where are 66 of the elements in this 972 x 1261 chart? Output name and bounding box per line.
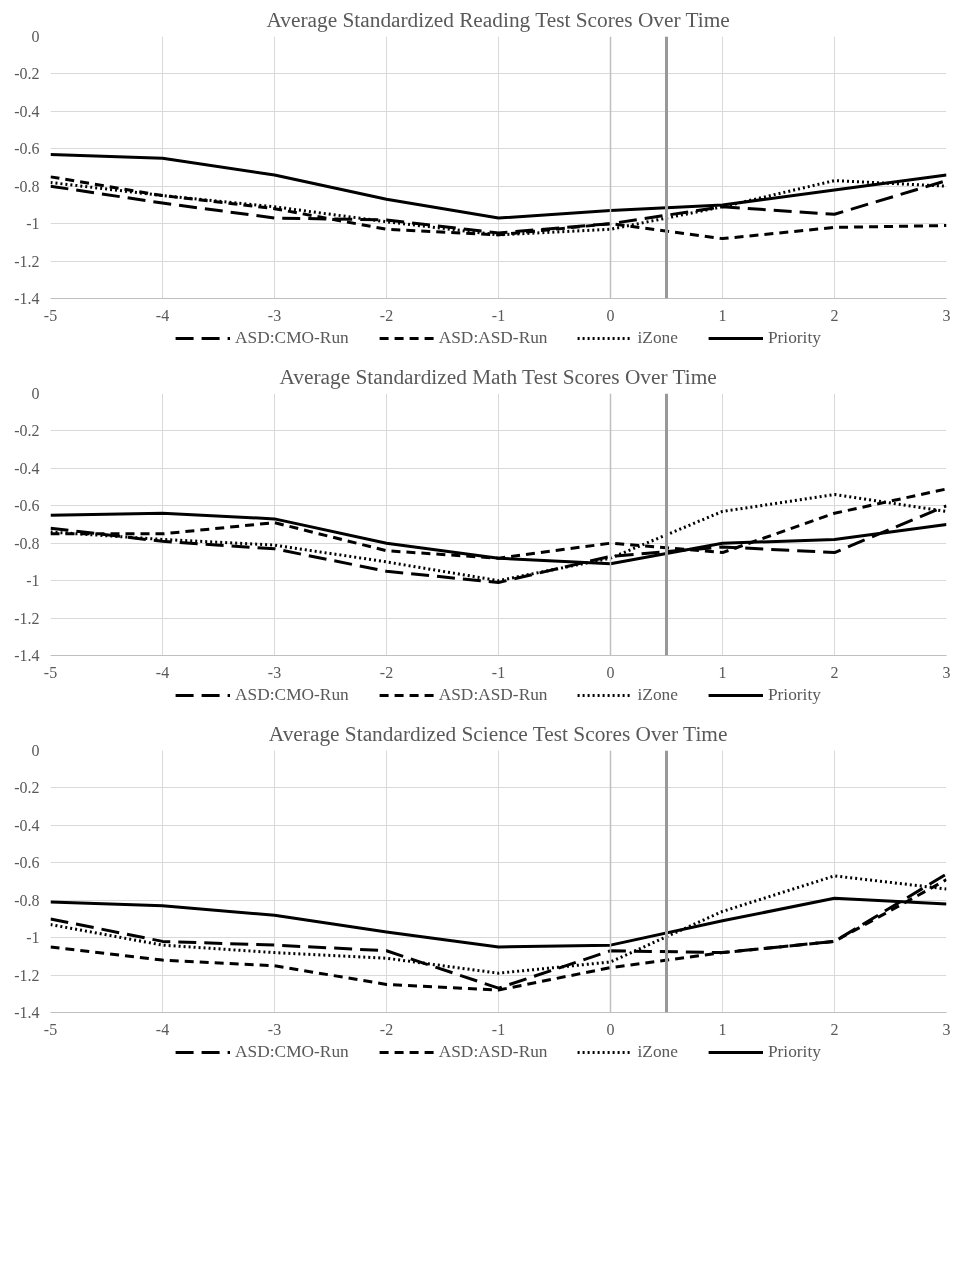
y-tick-label: 0 (31, 385, 40, 402)
legend-label: iZone (637, 1042, 678, 1062)
x-tick-label: 0 (606, 663, 615, 681)
y-tick-label: -0.2 (14, 779, 40, 797)
x-tick-label: 0 (606, 306, 615, 324)
legend-label: Priority (767, 1042, 821, 1062)
y-tick-label: -0.4 (14, 816, 40, 834)
y-tick-label: -1 (26, 572, 40, 590)
y-tick-label: -1 (26, 929, 40, 947)
chart-title: Average Standardized Science Test Scores Over Time (268, 721, 728, 746)
x-tick-label: 3 (942, 306, 951, 324)
legend-label: ASD:CMO-Run (235, 1042, 349, 1062)
legend-label: Priority (767, 328, 821, 348)
x-tick-label: 1 (718, 1020, 727, 1038)
x-tick-label: -4 (155, 306, 170, 324)
chart-title: Average Standardized Reading Test Scores Over Time (266, 7, 730, 32)
y-tick-label: 0 (31, 742, 40, 759)
x-tick-label: -3 (267, 306, 282, 324)
legend-label: ASD:ASD-Run (438, 1042, 548, 1062)
x-tick-label: -1 (491, 306, 506, 324)
y-tick-label: -1.4 (14, 290, 40, 307)
x-tick-label: -3 (267, 1020, 282, 1038)
y-tick-label: -0.6 (14, 140, 40, 158)
y-tick-label: -0.6 (14, 854, 40, 872)
y-tick-label: -1.4 (14, 647, 40, 664)
x-tick-label: -1 (491, 663, 506, 681)
y-tick-label: -0.2 (14, 422, 40, 440)
x-tick-label: 2 (830, 306, 839, 324)
y-tick-label: -1.2 (14, 966, 40, 984)
x-tick-label: -4 (155, 1020, 170, 1038)
y-tick-label: -0.2 (14, 65, 40, 83)
x-tick-label: -2 (379, 306, 394, 324)
y-tick-label: -0.4 (14, 102, 40, 120)
y-tick-label: -0.8 (14, 891, 40, 909)
x-tick-label: 3 (942, 1020, 951, 1038)
x-tick-label: -2 (379, 1020, 394, 1038)
y-tick-label: -0.8 (14, 534, 40, 552)
legend-label: ASD:CMO-Run (235, 685, 349, 705)
y-tick-label: 0 (31, 28, 40, 45)
x-tick-label: -3 (267, 663, 282, 681)
x-tick-label: -2 (379, 663, 394, 681)
x-tick-label: 2 (830, 663, 839, 681)
x-tick-label: 0 (606, 1020, 615, 1038)
legend-label: Priority (767, 685, 821, 705)
x-tick-label: -1 (491, 1020, 506, 1038)
x-tick-label: 2 (830, 1020, 839, 1038)
x-tick-label: 3 (942, 663, 951, 681)
legend-label: ASD:ASD-Run (438, 685, 548, 705)
x-tick-label: 1 (718, 306, 727, 324)
y-tick-label: -1.2 (14, 252, 40, 270)
x-tick-label: -5 (43, 663, 58, 681)
legend-label: ASD:ASD-Run (438, 328, 548, 348)
y-tick-label: -1.4 (14, 1004, 40, 1021)
y-tick-label: -1.2 (14, 609, 40, 627)
x-tick-label: -4 (155, 663, 170, 681)
legend-label: iZone (637, 328, 678, 348)
x-tick-label: -5 (43, 1020, 58, 1038)
y-tick-label: -1 (26, 215, 40, 233)
legend-label: ASD:CMO-Run (235, 328, 349, 348)
chart-title: Average Standardized Math Test Scores Over Time (279, 364, 717, 389)
y-tick-label: -0.4 (14, 459, 40, 477)
x-tick-label: 1 (718, 663, 727, 681)
y-tick-label: -0.8 (14, 177, 40, 195)
x-tick-label: -5 (43, 306, 58, 324)
y-tick-label: -0.6 (14, 497, 40, 515)
legend-label: iZone (637, 685, 678, 705)
